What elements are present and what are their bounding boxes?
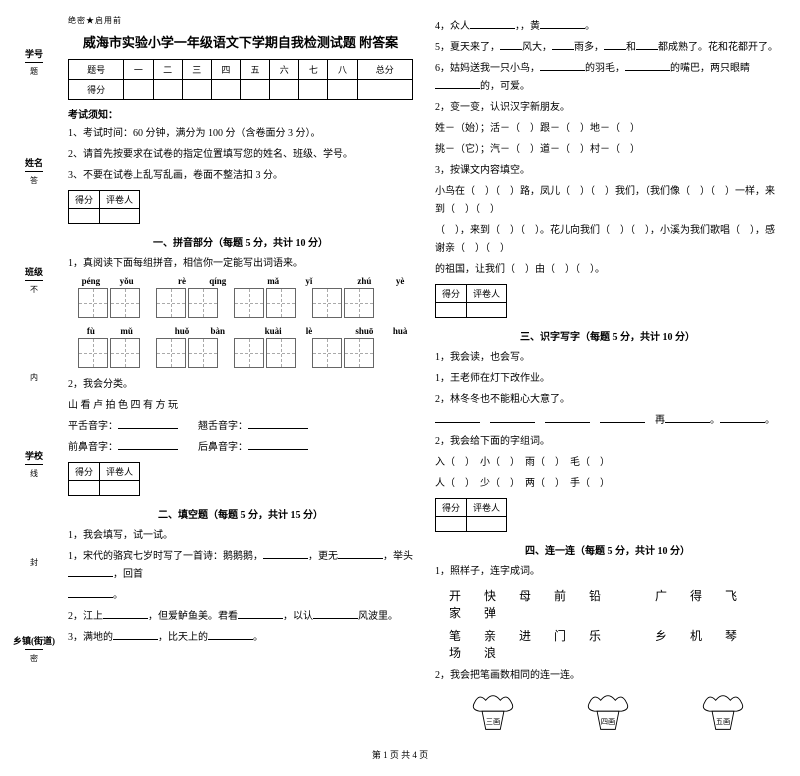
notice-2: 2、请首先按要求在试卷的指定位置填写您的姓名、班级、学号。 <box>68 146 413 164</box>
s3-q1: 1，我会读，也会写。 <box>435 349 780 367</box>
section-2-title: 二、填空题（每题 5 分，共计 15 分） <box>68 506 413 521</box>
match-row-1: 开 快 母 前 铅 广 得 飞 家 弹 <box>449 587 780 621</box>
grid-row-1 <box>68 288 413 318</box>
label-town: 乡镇(街道) <box>13 634 55 647</box>
s4-q1: 1，照样子，连字成词。 <box>435 563 780 581</box>
label-name: 姓名 <box>25 156 43 169</box>
s3-q2: 2，我会给下面的字组词。 <box>435 433 780 451</box>
pot-icon: 四画 <box>580 693 636 736</box>
binding-column: 学号题 姓名答 班级不 内 学校线 封 乡镇(街道)密 <box>20 15 48 736</box>
grader-box-3: 得分评卷人 <box>435 284 507 318</box>
s2-q1: 1，我会填写，试一试。 <box>68 527 413 545</box>
score-table: 题号一二三四五六七八总分 得分 <box>68 59 413 100</box>
flower-pots: 三画 四画 五画 <box>435 693 780 736</box>
s1-q2-chars: 山 看 卢 拍 色 四 有 方 玩 <box>68 397 413 415</box>
label-school: 学校 <box>25 449 43 462</box>
label-class: 班级 <box>25 265 43 278</box>
match-row-2: 笔 亲 进 门 乐 乡 机 琴 场 浪 <box>449 627 780 661</box>
notice-1: 1、考试时间：60 分钟，满分为 100 分（含卷面分 3 分）。 <box>68 125 413 143</box>
pinyin-row-2: fùmǔhuǒbànkuàilèshuōhuà <box>68 326 413 336</box>
grid-row-2 <box>68 338 413 368</box>
left-column: 绝密★启用前 威海市实验小学一年级语文下学期自我检测试题 附答案 题号一二三四五… <box>68 15 413 736</box>
pot-icon: 三画 <box>465 693 521 736</box>
notice-head: 考试须知： <box>68 106 413 121</box>
section-4-title: 四、连一连（每题 5 分，共计 10 分） <box>435 542 780 557</box>
pot-icon: 五画 <box>695 693 751 736</box>
svg-text:三画: 三画 <box>485 718 500 726</box>
grader-box: 得分评卷人 <box>68 190 140 224</box>
section-3-title: 三、识字写字（每题 5 分，共计 10 分） <box>435 328 780 343</box>
grader-box-2: 得分评卷人 <box>68 462 140 496</box>
s4-q2: 2，我会把笔画数相同的连一连。 <box>435 667 780 685</box>
s1-q1: 1，真阅读下面每组拼音，相信你一定能写出词语来。 <box>68 255 413 273</box>
pinyin-row-1: péngyǒurèqíngmǎyǐzhúyè <box>68 276 413 286</box>
label-id: 学号 <box>25 47 43 60</box>
s1-q2: 2，我会分类。 <box>68 376 413 394</box>
s2b-q3: 3，按课文内容填空。 <box>435 162 780 180</box>
right-column: 4，众人，，黄。 5，夏天来了，风大，雨多，和都成熟了。花和花都开了。 6，姑妈… <box>435 15 780 736</box>
notice-3: 3、不要在试卷上乱写乱画，卷面不整洁扣 3 分。 <box>68 167 413 185</box>
section-1-title: 一、拼音部分（每题 5 分，共计 10 分） <box>68 234 413 249</box>
secret-mark: 绝密★启用前 <box>68 15 413 26</box>
svg-text:四画: 四画 <box>600 718 615 726</box>
svg-text:五画: 五画 <box>715 718 730 726</box>
s2b-q2: 2，变一变，认识汉字新朋友。 <box>435 99 780 117</box>
grader-box-4: 得分评卷人 <box>435 498 507 532</box>
page-footer: 第 1 页 共 4 页 <box>20 748 780 761</box>
exam-title: 威海市实验小学一年级语文下学期自我检测试题 附答案 <box>68 32 413 51</box>
